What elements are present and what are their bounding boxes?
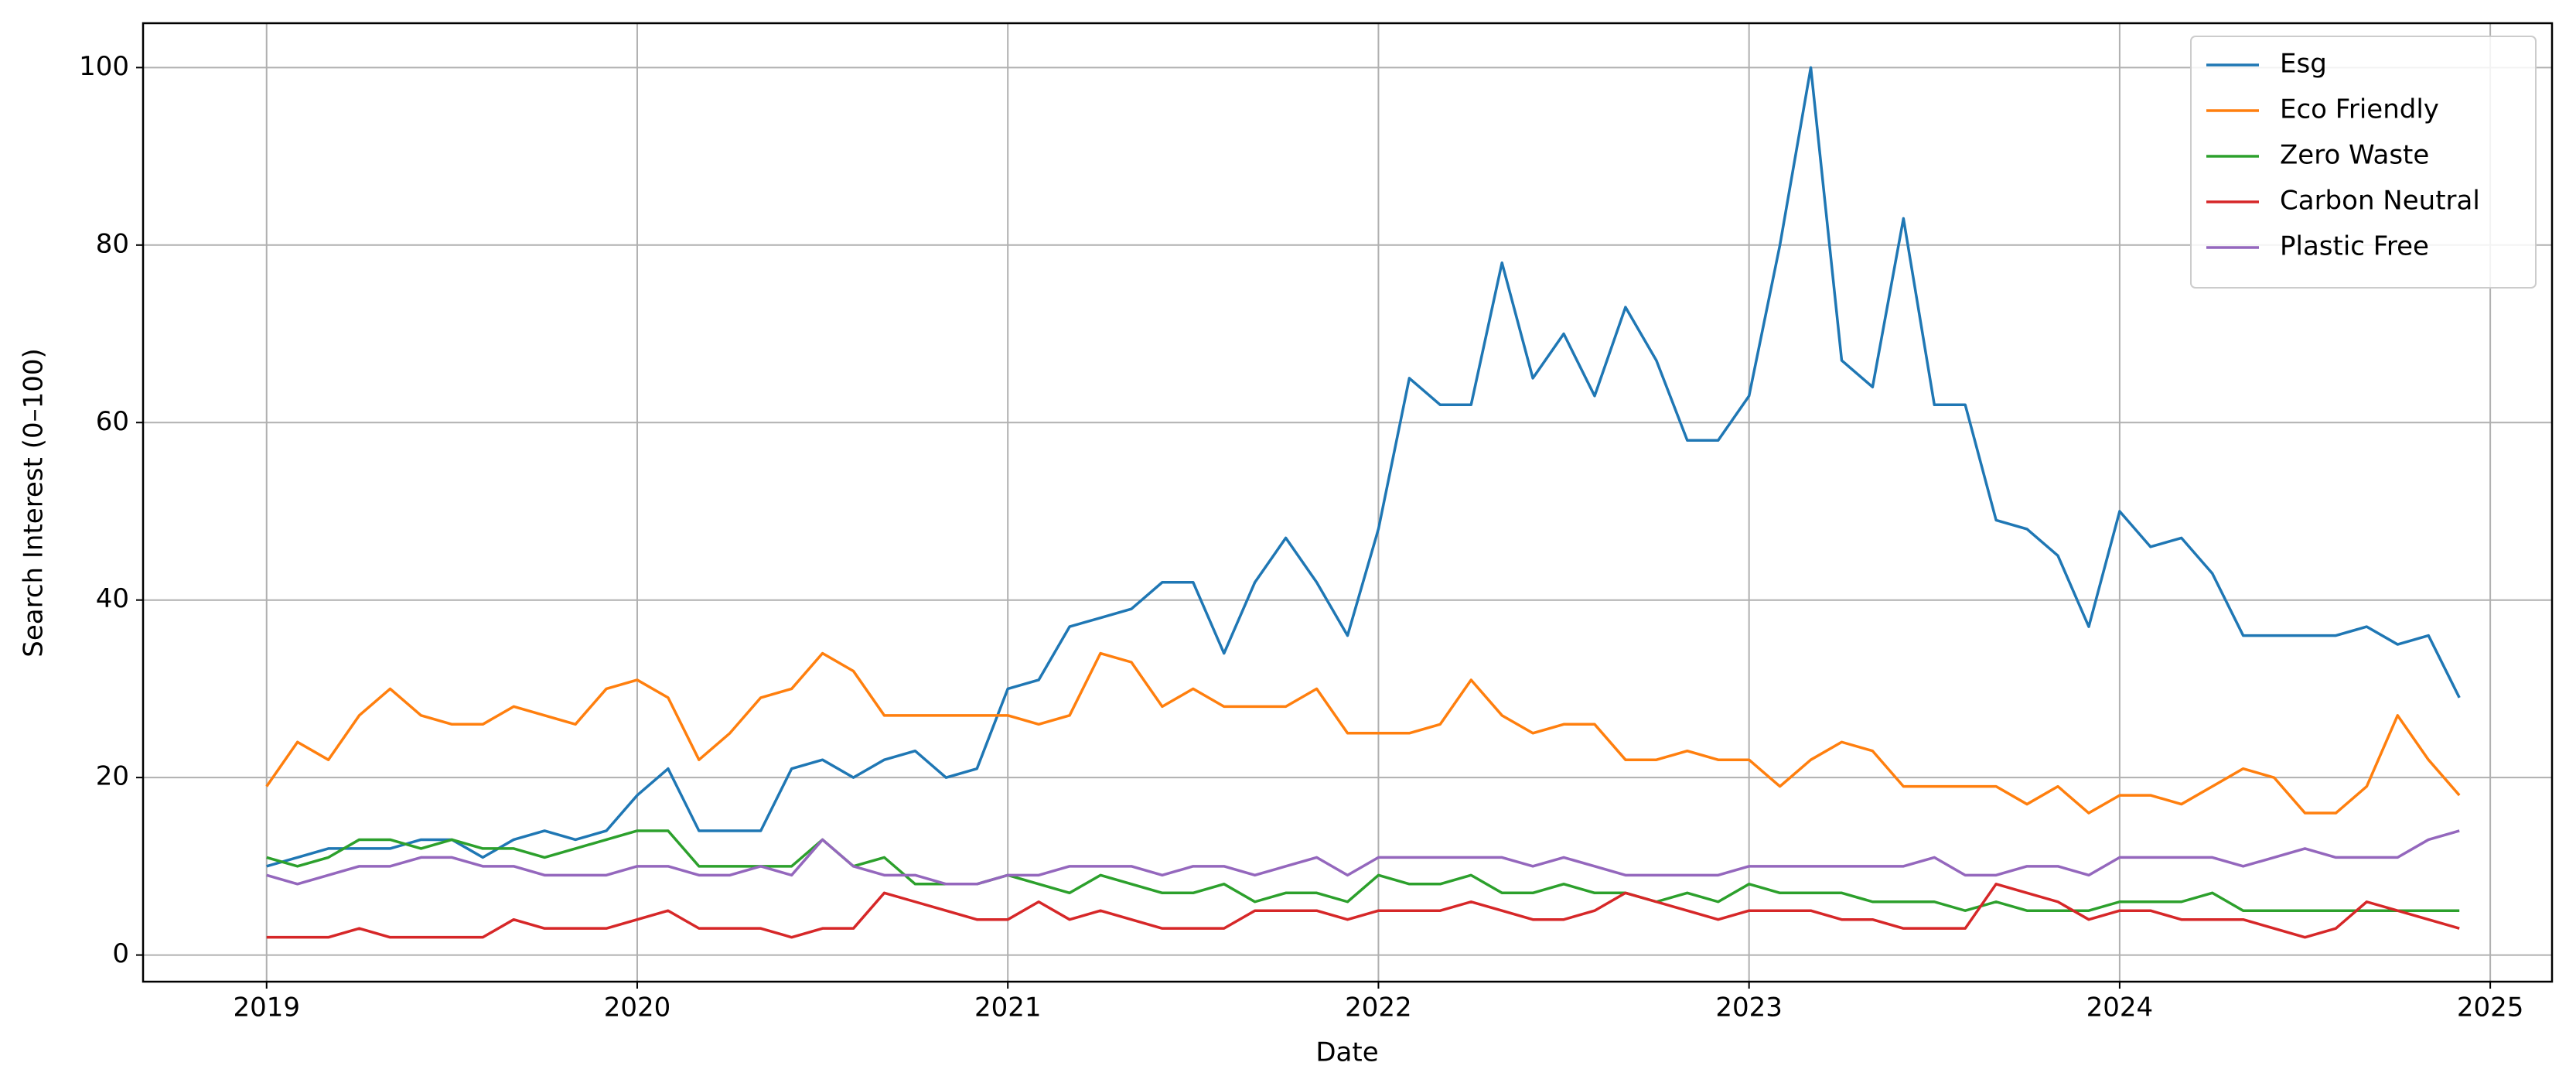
series-line [265, 651, 2461, 815]
y-tick-label: 0 [112, 938, 129, 969]
x-tick-label: 2024 [2086, 992, 2154, 1023]
legend-label: Zero Waste [2280, 140, 2429, 171]
plot-frame [142, 22, 2554, 983]
x-tick-label: 2021 [974, 992, 1042, 1023]
series-line [266, 66, 2461, 868]
y-axis-label: Search Interest (0–100) [19, 348, 49, 658]
x-tick-label: 2022 [1345, 992, 1412, 1023]
y-tick-label: 40 [96, 583, 129, 614]
y-tick-label: 20 [96, 761, 129, 792]
y-tick-label: 100 [79, 51, 129, 82]
legend-box [2190, 36, 2537, 289]
legend-label: Esg [2280, 49, 2327, 80]
y-tick-label: 60 [96, 406, 129, 437]
legend-label: Plastic Free [2280, 231, 2429, 262]
series-line [266, 829, 2460, 886]
x-tick-label: 2020 [604, 992, 671, 1023]
x-axis-label: Date [1315, 1037, 1378, 1068]
x-tick-label: 2025 [2457, 992, 2524, 1023]
y-tick-label: 80 [96, 228, 129, 259]
legend-label: Carbon Neutral [2280, 186, 2480, 217]
x-tick-label: 2023 [1715, 992, 1783, 1023]
x-tick-label: 2019 [233, 992, 300, 1023]
series-line [266, 883, 2460, 939]
legend-label: Eco Friendly [2280, 94, 2439, 125]
series-line [266, 829, 2460, 912]
